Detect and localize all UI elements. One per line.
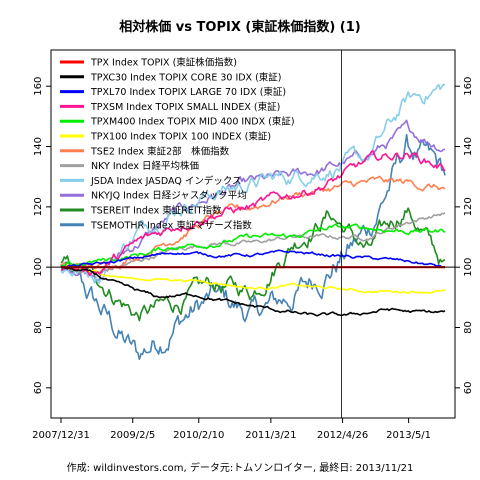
y-tick-label-left: 100 — [33, 258, 44, 277]
legend-label-11: TSEMOTHR Index 東証マザーズ指数 — [90, 219, 252, 231]
y-tick-label-right: 80 — [463, 321, 474, 334]
series-line-6 — [60, 175, 446, 271]
chart-caption: 作成: wildinvestors.com, データ元:トムソンロイター, 最終… — [67, 461, 414, 474]
legend-label-8: JSDA Index JASDAQ インデックス — [90, 175, 242, 187]
y-tick-label-right: 60 — [463, 381, 474, 394]
series-line-10 — [60, 207, 446, 322]
y-axis-left: 60 80 100 120 140 160 — [33, 77, 51, 394]
series-line-3 — [61, 150, 446, 277]
series-line-1 — [60, 265, 446, 317]
y-tick-label-left: 160 — [33, 77, 44, 96]
y-tick-label-left: 140 — [33, 137, 44, 156]
plot-frame — [50, 49, 456, 419]
series-line-4 — [60, 223, 446, 268]
legend-label-9: NKYJQ Index 日経ジャスダック平均 — [91, 190, 247, 202]
x-tick-label: 2009/2/5 — [110, 430, 155, 441]
x-tick-label: 2013/5/1 — [386, 430, 431, 441]
series-line-2 — [60, 249, 446, 269]
series-line-9 — [60, 119, 446, 281]
legend-label-6: TSE2 Index 東証2部 株価指数 — [90, 145, 230, 157]
legend-label-4: TPXM400 Index TOPIX MID 400 INDX (東証) — [90, 116, 295, 128]
y-tick-label-right: 100 — [463, 258, 474, 277]
legend-label-7: NKY Index 日経平均株価 — [91, 160, 199, 172]
x-tick-label: 2007/12/31 — [32, 430, 90, 441]
legend-label-0: TPX Index TOPIX (東証株価指数) — [90, 57, 237, 69]
series-line-7 — [60, 212, 446, 274]
y-tick-label-right: 140 — [463, 137, 474, 156]
series-line-5 — [60, 264, 446, 295]
legend: TPX Index TOPIX (東証株価指数) TPXC30 Index TOP… — [60, 57, 295, 231]
y-tick-label-right: 120 — [463, 197, 474, 216]
legend-label-2: TPXL70 Index TOPIX LARGE 70 IDX (東証) — [90, 86, 286, 98]
x-tick-label: 2010/2/10 — [173, 430, 224, 441]
y-tick-label-right: 160 — [463, 77, 474, 96]
y-tick-label-left: 60 — [33, 381, 44, 394]
legend-label-5: TPX100 Index TOPIX 100 INDEX (東証) — [90, 131, 271, 143]
legend-label-3: TPXSM Index TOPIX SMALL INDEX (東証) — [90, 101, 280, 113]
x-tick-label: 2011/3/21 — [245, 430, 296, 441]
y-axis-right: 60 80 100 120 140 160 — [455, 77, 474, 394]
x-tick-label: 2012/4/26 — [317, 430, 368, 441]
series-line-11 — [60, 133, 446, 361]
y-tick-label-left: 80 — [33, 321, 44, 334]
x-axis: 2007/12/31 2009/2/5 2010/2/10 2011/3/21 2012… — [32, 418, 431, 441]
y-tick-label-left: 120 — [33, 197, 44, 216]
legend-label-10: TSEREIT Index 東証REIT指数 — [90, 205, 222, 217]
chart-title: 相対株価 vs TOPIX (東証株価指数) (1) — [119, 19, 360, 35]
legend-label-1: TPXC30 Index TOPIX CORE 30 IDX (東証) — [90, 71, 282, 83]
